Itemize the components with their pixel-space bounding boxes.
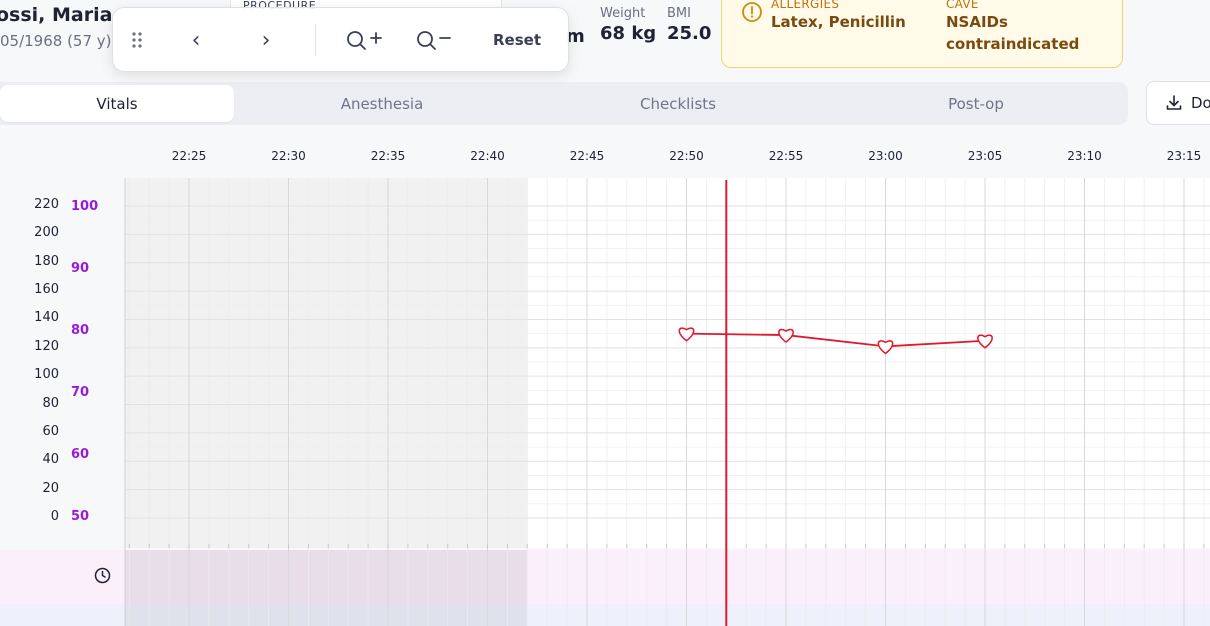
- bmi-value: 25.0: [667, 23, 712, 44]
- tab-checklists[interactable]: Checklists: [640, 94, 716, 113]
- zoom-in-icon: [347, 31, 382, 50]
- y-left-tick-label: 20: [42, 480, 59, 496]
- warning-icon: [742, 2, 762, 22]
- medication-band-shaded: [125, 604, 527, 626]
- bmi-label: BMI: [667, 6, 691, 21]
- y-left-tick-label: 220: [34, 197, 59, 212]
- toolbar-divider: [315, 24, 316, 56]
- allergies-label: ALLERGIES: [771, 0, 840, 11]
- heart-rate-point: [778, 328, 794, 343]
- zoom-out-button[interactable]: [416, 28, 452, 52]
- tab-anesthesia[interactable]: Anesthesia: [340, 94, 424, 113]
- y-left-tick-label: 80: [42, 395, 59, 411]
- zoom-in-button[interactable]: [345, 28, 383, 52]
- tab-vitals[interactable]: Vitals: [0, 85, 234, 122]
- y-right-tick-label: 80: [71, 323, 90, 338]
- weight-value: 68 kg: [600, 23, 657, 44]
- download-label: Do: [1191, 94, 1210, 112]
- bmi-metric: BMI 25.0: [667, 6, 711, 44]
- event-band-shaded: [125, 550, 527, 604]
- y-right-tick-label: 50: [71, 509, 90, 524]
- height-value-fragment: m: [566, 26, 585, 47]
- y-left-tick-label: 120: [34, 338, 59, 354]
- allergies-section: ALLERGIES Latex, Penicillin: [771, 0, 906, 33]
- time-tick-label: 22:45: [569, 149, 605, 163]
- chart-canvas[interactable]: [0, 130, 1210, 626]
- section-tabs: Vitals Anesthesia Checklists Post-op: [0, 82, 1128, 125]
- heart-rate-point: [977, 334, 993, 349]
- y-left-tick-label: 180: [34, 253, 59, 269]
- weight-metric: Weight 68 kg: [600, 6, 656, 44]
- cave-section: CAVE NSAIDs contraindicated: [946, 0, 1079, 55]
- y-right-tick-label: 70: [71, 385, 90, 400]
- download-icon: [1166, 95, 1182, 110]
- next-button[interactable]: ›: [261, 27, 271, 53]
- reset-button[interactable]: Reset: [493, 31, 541, 49]
- cave-value-line1: NSAIDs: [946, 13, 1008, 31]
- y-left-tick-label: 0: [50, 509, 59, 524]
- time-tick-label: 22:25: [171, 149, 207, 163]
- tab-post-op[interactable]: Post-op: [948, 94, 1004, 113]
- time-tick-label: 23:15: [1166, 149, 1202, 163]
- y-left-tick-label: 100: [34, 367, 59, 383]
- drag-handle-icon[interactable]: [127, 28, 147, 52]
- y-left-tick-label: 160: [34, 282, 59, 298]
- y-right-tick-label: 60: [71, 447, 90, 462]
- time-tick-label: 23:05: [967, 149, 1003, 163]
- allergy-warning-box: ALLERGIES Latex, Penicillin CAVE NSAIDs …: [721, 0, 1123, 68]
- y-left-tick-label: 140: [34, 310, 59, 326]
- weight-label: Weight: [600, 6, 646, 21]
- heart-rate-point: [877, 340, 894, 355]
- time-tick-label: 22:30: [271, 149, 306, 163]
- time-tick-label: 22:35: [370, 149, 406, 163]
- time-tick-label: 22:40: [470, 149, 505, 163]
- chart-navigation-toolbar: ‹ › Reset: [112, 7, 569, 72]
- zoom-out-icon: [417, 31, 451, 50]
- y-right-tick-label: 90: [71, 261, 90, 276]
- y-right-tick-label: 100: [71, 199, 99, 214]
- series-line: [686, 332, 986, 348]
- vitals-chart: 22:25 22:30 22:35 22:40 22:45 22:50 22:55 23:00…: [0, 130, 1210, 626]
- download-button[interactable]: Do: [1146, 81, 1210, 125]
- cave-value-line2: contraindicated: [946, 35, 1080, 53]
- previous-button[interactable]: ‹: [191, 27, 201, 53]
- y-left-tick-label: 60: [42, 423, 59, 439]
- time-tick-label: 22:55: [768, 149, 804, 163]
- allergies-value: Latex, Penicillin: [771, 13, 906, 31]
- patient-dob: 05/1968 (57 y): [0, 32, 112, 50]
- cave-label: CAVE: [946, 0, 979, 11]
- time-tick-label: 22:50: [669, 149, 704, 163]
- patient-name: ossi, Maria: [0, 4, 113, 26]
- y-left-tick-label: 200: [34, 225, 59, 241]
- clock-icon[interactable]: [94, 567, 111, 584]
- past-shaded-region: [125, 178, 527, 548]
- time-tick-label: 23:00: [868, 149, 903, 163]
- y-left-tick-label: 40: [42, 452, 59, 468]
- heart-rate-point: [678, 327, 695, 342]
- time-tick-label: 23:10: [1067, 149, 1102, 163]
